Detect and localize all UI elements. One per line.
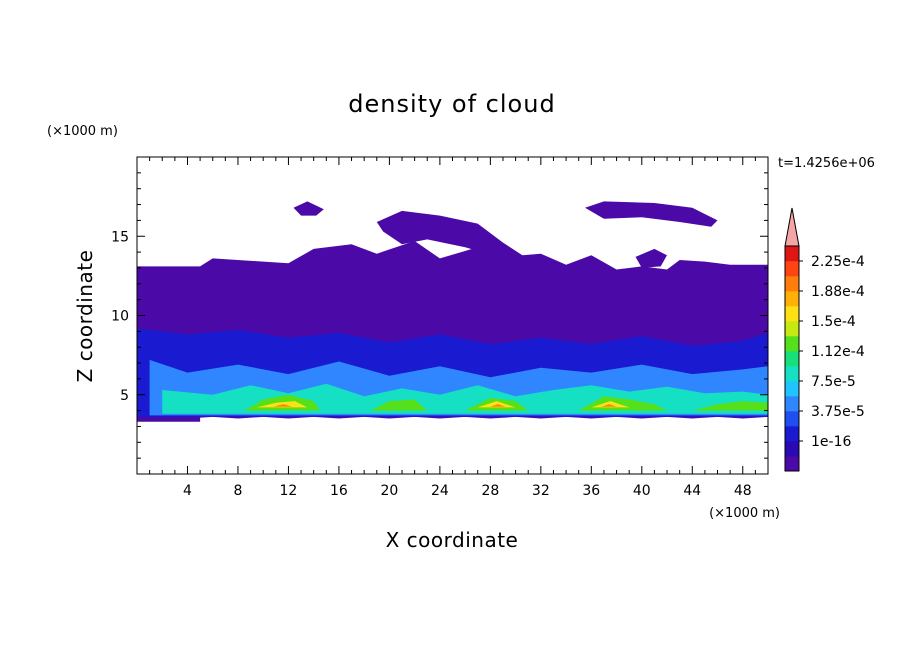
contour-region-3 <box>376 210 541 275</box>
contour-region-4 <box>585 201 718 227</box>
colorbar-band <box>785 426 799 442</box>
colorbar-label: 1.88e-4 <box>811 284 865 300</box>
x-tick-label: 20 <box>380 483 398 499</box>
contour-region-13 <box>692 401 768 411</box>
colorbar-label: 1.5e-4 <box>811 314 856 330</box>
contour-region-19 <box>601 404 617 407</box>
contour-region-5 <box>635 248 667 268</box>
colorbar-band <box>785 336 799 352</box>
colorbar-label: 1e-16 <box>811 434 851 450</box>
x-tick-label: 48 <box>734 483 752 499</box>
colorbar-label: 7.5e-5 <box>811 374 856 390</box>
y-tick-label: 10 <box>111 309 129 325</box>
colorbar-label: 2.25e-4 <box>811 254 865 270</box>
colorbar-band <box>785 351 799 367</box>
contour-region-17 <box>273 404 293 407</box>
x-tick-label: 16 <box>330 483 348 499</box>
contour-region-14 <box>256 401 308 408</box>
colorbar-band <box>785 441 799 457</box>
colorbar-band <box>785 246 799 262</box>
contour-region-15 <box>477 401 516 408</box>
time-label: t=1.4256e+06 <box>778 156 875 171</box>
x-tick-label: 40 <box>633 483 651 499</box>
colorbar-band <box>785 261 799 277</box>
x-unit-label: (×1000 m) <box>709 506 780 521</box>
x-tick-label: 36 <box>582 483 600 499</box>
x-tick-label: 12 <box>280 483 298 499</box>
x-tick-label: 24 <box>431 483 449 499</box>
x-tick-label: 44 <box>683 483 701 499</box>
contour-region-2 <box>293 201 324 216</box>
colorbar-frame <box>784 245 800 472</box>
colorbar-band <box>785 321 799 337</box>
chart-title: density of cloud <box>348 90 555 118</box>
y-unit-label: (×1000 m) <box>47 124 118 139</box>
colorbar-band <box>785 381 799 397</box>
colorbar-band <box>785 306 799 322</box>
x-tick-label: 32 <box>532 483 550 499</box>
colorbar-label: 3.75e-5 <box>811 404 865 420</box>
contour-region-10 <box>370 399 428 411</box>
y-tick-label: 15 <box>111 229 129 245</box>
x-tick-label: 28 <box>481 483 499 499</box>
colorbar-over-triangle <box>784 207 800 247</box>
contour-region-16 <box>591 401 630 408</box>
colorbar-band <box>785 366 799 382</box>
contour-region-18 <box>490 404 506 407</box>
colorbar-band <box>785 276 799 292</box>
colorbar-label: 1.12e-4 <box>811 344 865 360</box>
colorbar: 2.25e-4 1.88e-4 1.5e-4 1.12e-4 7.5e-5 3.75e-5… <box>784 207 865 472</box>
y-tick-label: 5 <box>120 388 129 404</box>
colorbar-band <box>785 396 799 412</box>
y-axis-label: Z coordinate <box>73 250 97 383</box>
x-tick-label: 8 <box>233 483 242 499</box>
colorbar-band <box>785 456 799 472</box>
colorbar-band <box>785 291 799 307</box>
colorbar-band <box>785 411 799 427</box>
x-tick-label: 4 <box>183 483 192 499</box>
contour-regions <box>137 201 768 422</box>
x-axis-label: X coordinate <box>386 528 519 552</box>
